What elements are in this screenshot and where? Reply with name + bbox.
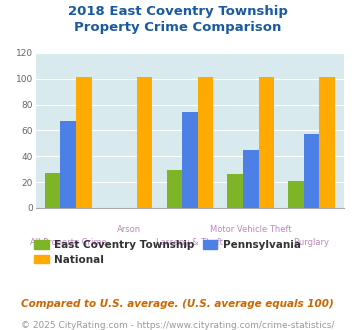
Bar [288, 181, 304, 208]
Bar [304, 134, 320, 208]
Bar [227, 174, 243, 208]
Text: Compared to U.S. average. (U.S. average equals 100): Compared to U.S. average. (U.S. average … [21, 299, 334, 309]
Text: Burglary: Burglary [294, 239, 329, 248]
Bar [320, 77, 335, 208]
Bar [45, 173, 60, 208]
Bar [182, 112, 198, 208]
Text: 2018 East Coventry Township
Property Crime Comparison: 2018 East Coventry Township Property Cri… [67, 5, 288, 34]
Text: © 2025 CityRating.com - https://www.cityrating.com/crime-statistics/: © 2025 CityRating.com - https://www.city… [21, 321, 334, 330]
Text: All Property Crime: All Property Crime [30, 239, 106, 248]
Bar [76, 77, 92, 208]
Bar [243, 150, 258, 208]
Text: Arson: Arson [117, 225, 141, 234]
Bar [60, 121, 76, 208]
Text: Motor Vehicle Theft: Motor Vehicle Theft [210, 225, 291, 234]
Bar [258, 77, 274, 208]
Bar [198, 77, 213, 208]
Text: Larceny & Theft: Larceny & Theft [157, 239, 223, 248]
Bar [137, 77, 153, 208]
Legend: East Coventry Township, National, Pennsylvania: East Coventry Township, National, Pennsy… [30, 236, 305, 269]
Bar [166, 170, 182, 208]
